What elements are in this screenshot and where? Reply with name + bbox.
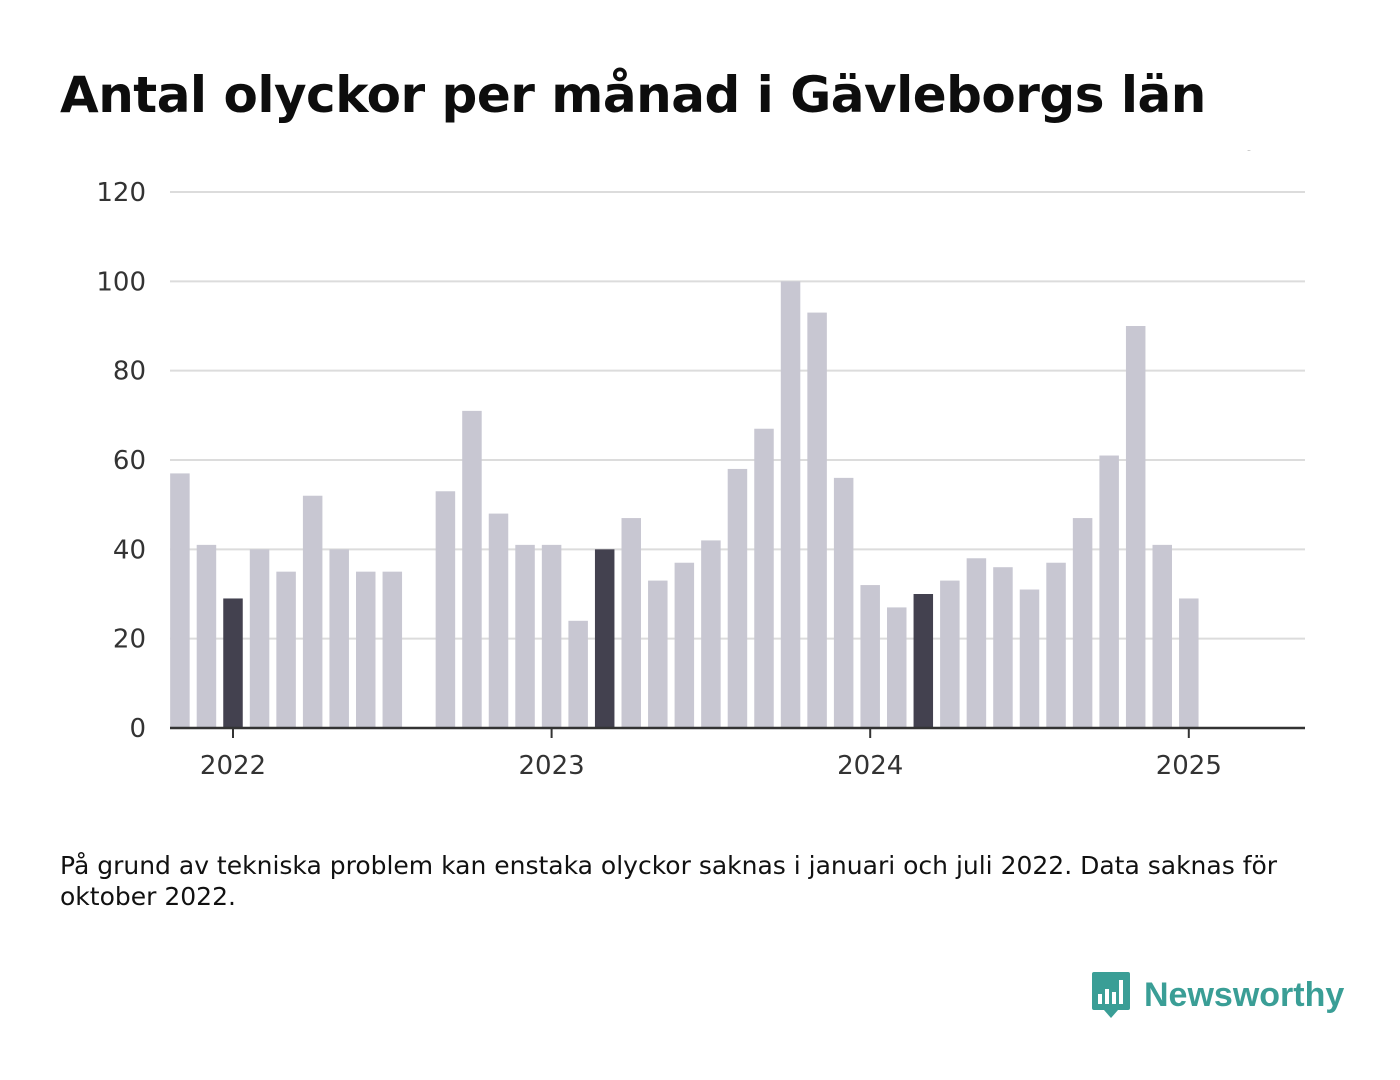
bar bbox=[515, 544, 535, 728]
y-tick-label: 60 bbox=[113, 446, 146, 476]
bar bbox=[1019, 589, 1040, 728]
bar bbox=[462, 410, 482, 728]
bar bbox=[302, 495, 323, 728]
bar bbox=[329, 549, 349, 728]
value-labels: 29 bbox=[1225, 150, 1258, 157]
y-tick-label: 80 bbox=[113, 357, 146, 387]
bar bbox=[887, 607, 907, 728]
bar bbox=[993, 567, 1013, 728]
bar bbox=[541, 544, 562, 728]
bar bbox=[488, 513, 509, 728]
bar bbox=[940, 580, 960, 728]
current-value-label: 29 bbox=[1225, 150, 1258, 157]
bar bbox=[196, 544, 217, 728]
y-tick-label: 120 bbox=[96, 178, 146, 208]
y-tick-label: 100 bbox=[96, 267, 146, 297]
bar bbox=[913, 594, 934, 728]
bar bbox=[674, 562, 695, 728]
bar bbox=[1072, 518, 1093, 728]
bar bbox=[1125, 326, 1146, 728]
y-tick-label: 0 bbox=[129, 714, 146, 744]
bar bbox=[356, 571, 376, 728]
y-axis-ticks: 0 20 40 60 80 100 120 bbox=[96, 178, 146, 744]
bar bbox=[170, 473, 190, 728]
bar bbox=[435, 491, 456, 728]
bar bbox=[1179, 598, 1199, 728]
x-tick-label: 2023 bbox=[519, 751, 585, 781]
brand-logo[interactable]: Newsworthy bbox=[1090, 970, 1344, 1020]
bar bbox=[568, 620, 588, 728]
x-tick-label: 2025 bbox=[1156, 751, 1222, 781]
bar bbox=[621, 518, 641, 728]
bar-chart: 0 20 40 60 80 100 120 2022 2023 2024 2025 29 bbox=[96, 150, 1305, 781]
x-tick-label: 2022 bbox=[200, 751, 266, 781]
bar bbox=[833, 477, 854, 728]
y-tick-label: 40 bbox=[113, 535, 146, 565]
bar bbox=[594, 549, 615, 728]
bar bbox=[648, 580, 668, 728]
bar bbox=[1046, 562, 1066, 728]
newsworthy-logo-icon bbox=[1092, 972, 1130, 1018]
x-tick-label: 2024 bbox=[837, 751, 903, 781]
bar bbox=[966, 558, 987, 728]
bar bbox=[223, 598, 243, 728]
chart-title: Antal olyckor per månad i Gävleborgs län bbox=[60, 66, 1206, 124]
bars bbox=[170, 281, 1199, 728]
x-axis: 2022 2023 2024 2025 bbox=[170, 726, 1305, 781]
bar bbox=[701, 540, 721, 728]
y-tick-label: 20 bbox=[113, 625, 146, 655]
bar bbox=[276, 571, 296, 728]
bar bbox=[382, 571, 403, 728]
bar bbox=[807, 312, 827, 728]
bar bbox=[754, 428, 774, 728]
bar bbox=[727, 468, 748, 728]
footnote: På grund av tekniska problem kan enstaka… bbox=[60, 851, 1278, 911]
bar bbox=[1152, 544, 1172, 728]
bar bbox=[780, 281, 801, 728]
bar bbox=[1099, 455, 1119, 728]
bar bbox=[860, 585, 880, 728]
bar bbox=[249, 549, 270, 728]
brand-name: Newsworthy bbox=[1144, 975, 1345, 1014]
